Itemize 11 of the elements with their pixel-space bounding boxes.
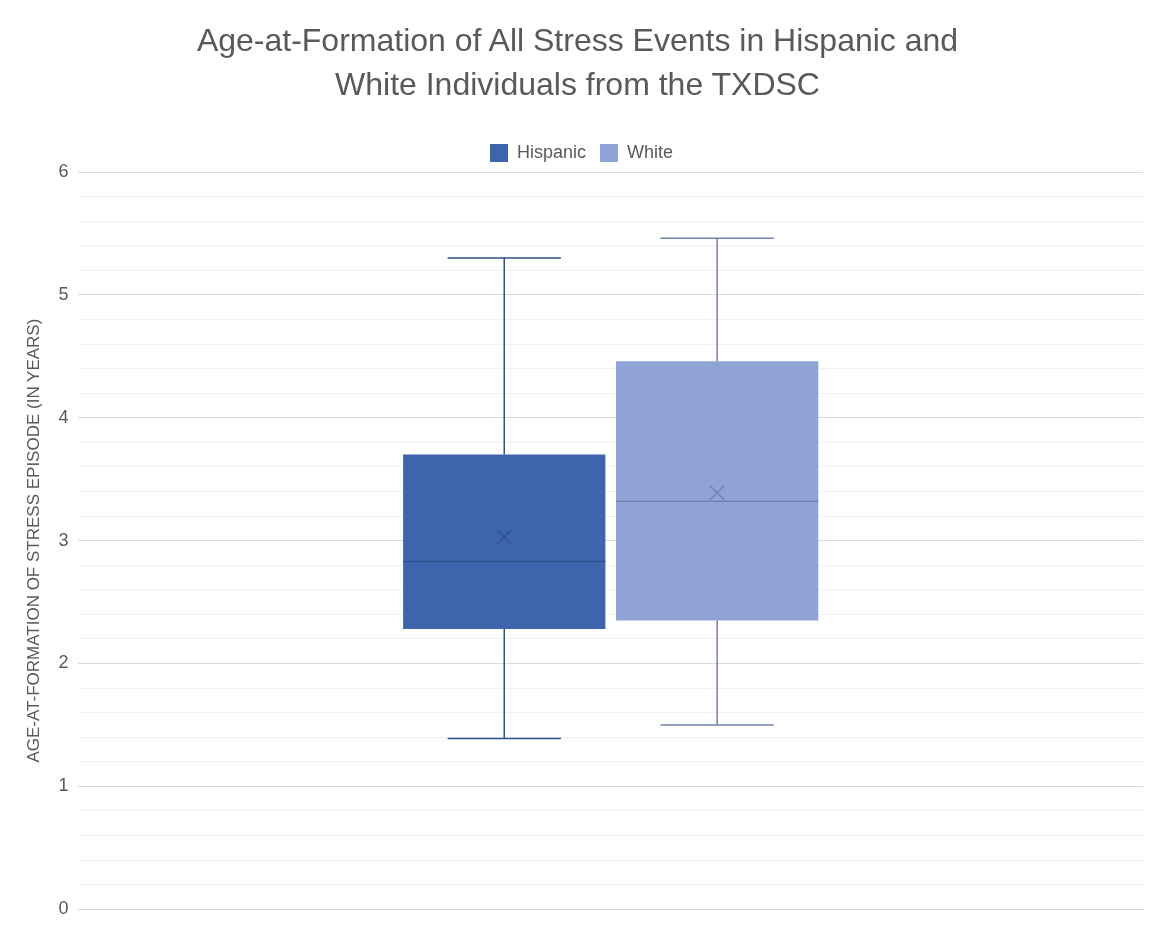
- y-tick-label: 4: [58, 406, 69, 427]
- y-tick-label: 5: [58, 283, 69, 304]
- chart-title: Age-at-Formation of All Stress Events in Hispanic and White Individuals from the TXDSC: [195, 21, 960, 104]
- y-tick-label: 1: [58, 775, 69, 796]
- y-tick-label: 3: [58, 529, 69, 550]
- y-axis-title: AGE-AT-FORMATION OF STRESS EPISODE (IN YEARS): [23, 318, 43, 763]
- legend-label: White: [627, 141, 674, 162]
- y-tick-label: 2: [58, 652, 69, 673]
- y-tick-label: 6: [58, 160, 69, 181]
- y-tick-label: 0: [58, 898, 69, 919]
- legend-label: Hispanic: [516, 141, 587, 162]
